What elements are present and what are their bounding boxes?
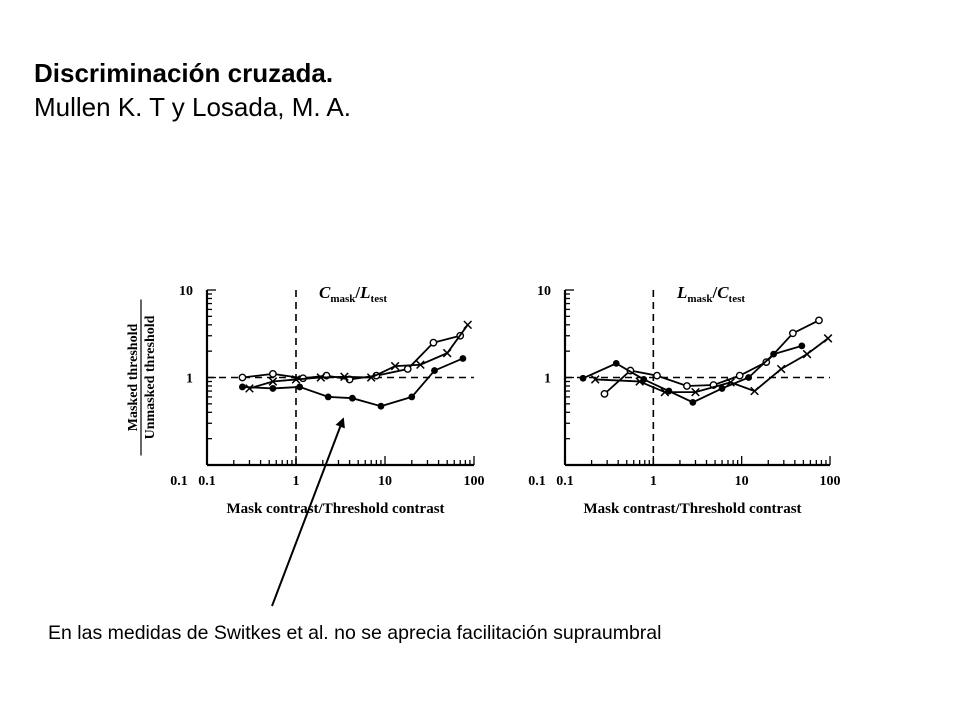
data-point-cross	[750, 386, 759, 396]
y-tick-label: 1	[186, 372, 193, 387]
data-point-filled	[348, 394, 356, 402]
data-point-open	[268, 369, 277, 378]
data-point-open	[788, 329, 797, 338]
y-axis-label: Masked threshold Unmasked threshold	[126, 299, 158, 456]
data-point-filled	[718, 385, 726, 392]
data-point-filled	[408, 393, 416, 401]
data-point-open	[600, 389, 609, 398]
data-point-cross	[635, 377, 644, 386]
data-point-cross	[245, 384, 254, 393]
data-point-cross	[416, 360, 425, 370]
data-point-filled	[612, 359, 620, 367]
x-tick-label: 0.1	[198, 474, 216, 489]
data-point-cross	[390, 361, 400, 371]
y-tick-label: 1	[544, 372, 551, 387]
x-tick-label: 10	[735, 474, 749, 489]
y-label-numerator: Masked threshold	[126, 324, 141, 432]
data-point-open	[683, 382, 691, 390]
chart-title: Cmask/Ltest	[319, 283, 387, 305]
data-point-open	[653, 371, 661, 380]
chart-lmask-ctest: 0.1 1 10 100 0.1 1 10 Lmask/Ctest Mask contrast/…	[528, 283, 840, 517]
x-tick-label: 1	[293, 474, 300, 489]
data-point-open	[735, 371, 744, 380]
slide-title: Discriminación cruzada. Mullen K. T y Lo…	[34, 56, 351, 124]
data-point-cross	[268, 377, 278, 386]
x-tick-label: 100	[464, 474, 485, 489]
data-point-cross	[463, 320, 473, 330]
data-point-filled	[770, 350, 778, 358]
data-point-filled	[239, 383, 246, 391]
data-point-filled	[377, 402, 385, 410]
chart-title: Lmask/Ctest	[676, 283, 745, 305]
y-tick-label: 0.1	[170, 474, 188, 489]
x-axis-label: Mask contrast/Threshold contrast	[226, 501, 444, 517]
data-point-open	[429, 338, 438, 347]
series-line	[249, 324, 469, 390]
data-point-filled	[459, 355, 467, 362]
data-point-filled	[689, 398, 697, 406]
data-point-cross	[823, 334, 833, 343]
data-point-cross	[291, 375, 301, 384]
data-point-filled	[579, 374, 587, 382]
data-point-cross	[340, 372, 349, 382]
data-point-cross	[776, 364, 786, 374]
x-tick-label: 0.1	[556, 474, 574, 489]
data-point-filled	[798, 342, 806, 350]
data-point-filled	[296, 383, 304, 391]
title-authors: Mullen K. T y Losada, M. A.	[34, 92, 351, 122]
annotation-arrow	[271, 417, 345, 607]
data-point-cross	[316, 373, 326, 382]
data-point-open	[403, 365, 412, 373]
data-point-cross	[691, 387, 700, 397]
data-point-filled	[640, 376, 648, 383]
data-point-cross	[726, 378, 735, 387]
data-point-cross	[590, 375, 600, 384]
y-tick-label: 10	[537, 284, 551, 299]
y-label-denominator: Unmasked threshold	[143, 315, 158, 439]
title-bold: Discriminación cruzada.	[34, 58, 334, 88]
data-point-filled	[324, 393, 332, 401]
y-tick-label: 10	[179, 284, 193, 299]
data-point-filled	[745, 374, 753, 381]
data-point-cross	[802, 349, 812, 359]
x-axis-label: Mask contrast/Threshold contrast	[583, 501, 801, 517]
data-point-open	[238, 373, 247, 382]
data-point-cross	[366, 373, 376, 382]
slide-caption: En las medidas de Switkes et al. no se a…	[48, 622, 662, 644]
data-point-cross	[660, 387, 670, 397]
data-point-open	[815, 316, 823, 325]
x-tick-label: 10	[378, 474, 392, 489]
y-tick-label: 0.1	[528, 474, 546, 489]
data-point-filled	[431, 367, 438, 374]
chart-cmask-ltest: 0.1 1 10 100 0.1 1 10 Cmask/Ltest Mask contrast/…	[126, 283, 485, 517]
series-line	[582, 344, 803, 404]
x-tick-label: 100	[820, 474, 841, 489]
x-tick-label: 1	[650, 474, 657, 489]
data-point-filled	[269, 385, 277, 392]
data-point-cross	[442, 348, 452, 358]
